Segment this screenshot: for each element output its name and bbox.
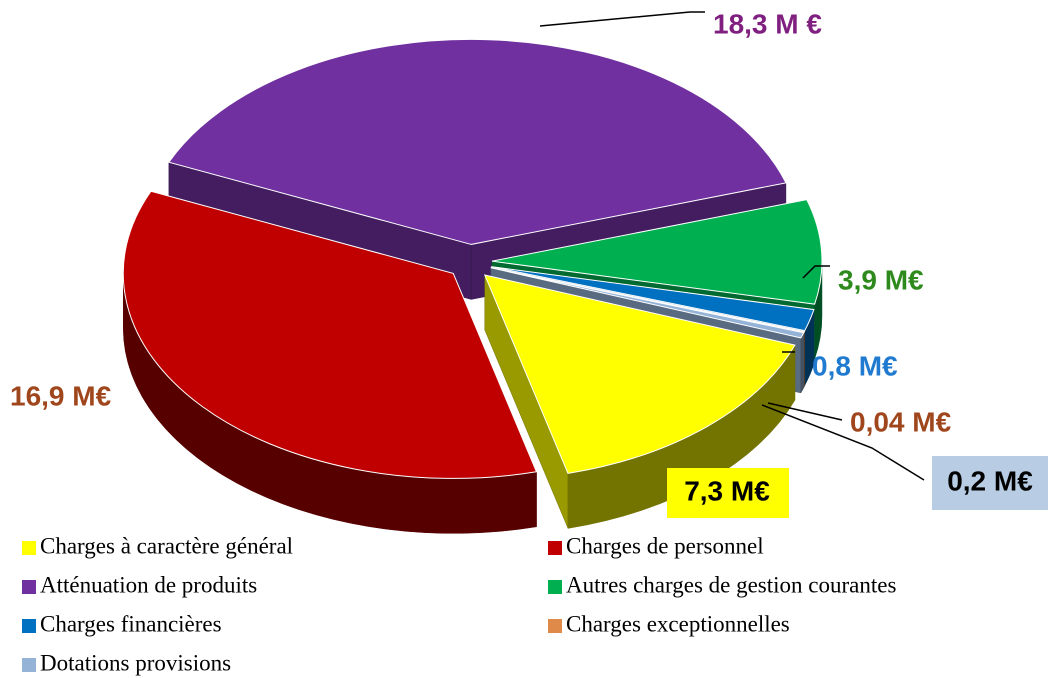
legend-label: Charges financières bbox=[40, 611, 222, 636]
data-label: 3,9 M€ bbox=[838, 264, 924, 295]
data-label: 0,8 M€ bbox=[812, 350, 898, 381]
leader-line bbox=[802, 265, 830, 279]
leader-line bbox=[761, 404, 925, 481]
data-label: 18,3 M € bbox=[713, 8, 822, 39]
data-label: 7,3 M€ bbox=[684, 475, 770, 506]
pie-slice bbox=[483, 274, 796, 529]
legend-label: Dotations provisions bbox=[40, 650, 231, 675]
data-label: 0,04 M€ bbox=[850, 406, 952, 437]
slice-top bbox=[490, 267, 805, 339]
legend-label: Atténuation de produits bbox=[40, 572, 257, 597]
legend-label: Autres charges de gestion courantes bbox=[566, 572, 896, 597]
legend-swatch bbox=[548, 541, 562, 555]
legend-swatch bbox=[22, 658, 36, 672]
label-box bbox=[667, 468, 789, 518]
legend-swatch bbox=[22, 541, 36, 555]
pie-slice bbox=[122, 190, 538, 534]
legend-label: Charges de personnel bbox=[566, 533, 764, 558]
legend-label: Charges à caractère général bbox=[40, 533, 293, 558]
leader-line bbox=[767, 402, 843, 421]
slice-side bbox=[800, 332, 804, 394]
legend-swatch bbox=[548, 619, 562, 633]
slice-top bbox=[168, 38, 787, 245]
slice-top bbox=[483, 274, 796, 474]
slice-top bbox=[122, 190, 538, 479]
data-label: 0,2 M€ bbox=[947, 465, 1033, 496]
legend-swatch bbox=[548, 580, 562, 594]
data-label: 16,9 M€ bbox=[10, 380, 112, 411]
legend-swatch bbox=[22, 619, 36, 633]
legend-swatch bbox=[22, 580, 36, 594]
label-box bbox=[932, 456, 1048, 510]
slice-top bbox=[491, 266, 815, 332]
slice-top bbox=[491, 199, 823, 305]
legend-label: Charges exceptionnelles bbox=[566, 611, 790, 636]
leader-line bbox=[539, 11, 705, 27]
